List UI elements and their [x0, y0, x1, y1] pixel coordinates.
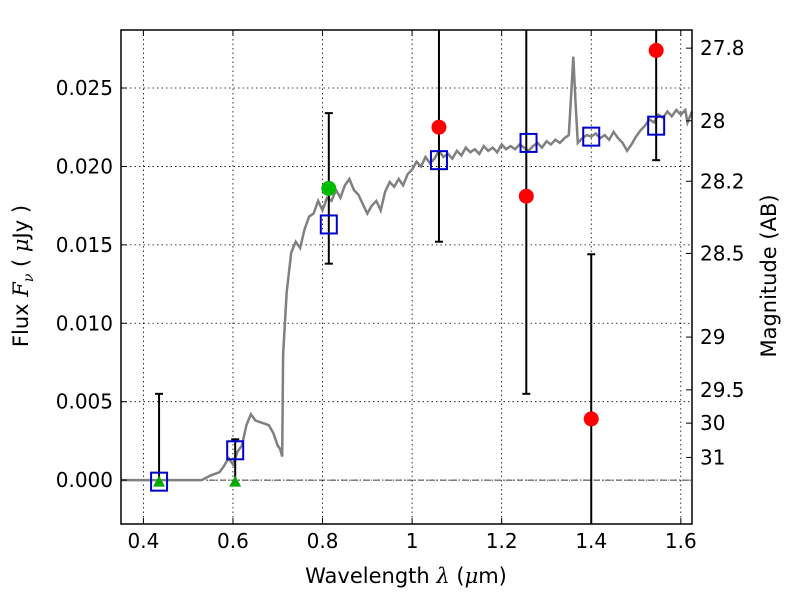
model-spectrum-line: [121, 56, 694, 482]
grid-lines: [121, 30, 692, 524]
y-tick-label: 0.000: [56, 468, 113, 492]
y-tick-label: 0.010: [56, 311, 113, 335]
error-bars: [155, 30, 661, 524]
observed-detection-point: [431, 119, 447, 135]
model-photometry-point: [226, 440, 245, 461]
observed-detection-point: [583, 411, 599, 427]
x-tick-label: 0.8: [307, 529, 339, 553]
magnitude-tick-label: 29: [700, 325, 725, 349]
upper-limit-point: [153, 475, 166, 487]
model-photometry-point: [319, 214, 338, 235]
upper-limit-point: [229, 475, 242, 487]
x-axis-ticks: 0.4 0.6 0.8 1 1.2 1.4 1.6: [127, 30, 697, 553]
observed-green-point: [321, 180, 337, 196]
x-tick-label: 0.4: [127, 529, 159, 553]
model-photometry-point: [429, 150, 448, 171]
model-photometry-point: [150, 471, 169, 492]
observed-markers: [153, 42, 664, 487]
y-axis-ticks: 0.000 0.005 0.010 0.015 0.020 0.025: [56, 76, 127, 492]
magnitude-tick-label: 28: [700, 109, 725, 133]
y-tick-label: 0.015: [56, 233, 113, 257]
x-tick-label: 1.2: [486, 529, 518, 553]
magnitude-tick-label: 30: [700, 411, 725, 435]
y-axis-title: Flux Fν ( μJy ): [9, 205, 37, 347]
model-photometry-point: [519, 132, 538, 153]
y-tick-label: 0.020: [56, 154, 113, 178]
magnitude-tick-label: 28.5: [700, 241, 745, 265]
x-tick-label: 1.6: [665, 529, 697, 553]
plot-frame: [120, 29, 693, 525]
model-photometry-point: [582, 126, 601, 147]
y-tick-label: 0.025: [56, 76, 113, 100]
x-tick-label: 0.6: [217, 529, 249, 553]
magnitude-tick-label: 29.5: [700, 378, 745, 402]
magnitude-axis-title: Magnitude (AB): [757, 194, 781, 357]
observed-detection-point: [518, 188, 534, 204]
magnitude-axis-ticks: 27.8 28 28.2 28.5 29 29.5 30 31: [686, 36, 745, 469]
x-axis-title: Wavelength λ (μm): [305, 564, 507, 588]
y-tick-label: 0.005: [56, 390, 113, 414]
x-tick-label: 1: [406, 529, 419, 553]
magnitude-tick-label: 27.8: [700, 36, 745, 60]
x-tick-label: 1.4: [575, 529, 607, 553]
magnitude-tick-label: 28.2: [700, 169, 745, 193]
model-photometry-squares: [150, 115, 666, 492]
magnitude-tick-label: 31: [700, 445, 725, 469]
model-photometry-point: [647, 115, 666, 136]
observed-detection-point: [648, 42, 664, 58]
